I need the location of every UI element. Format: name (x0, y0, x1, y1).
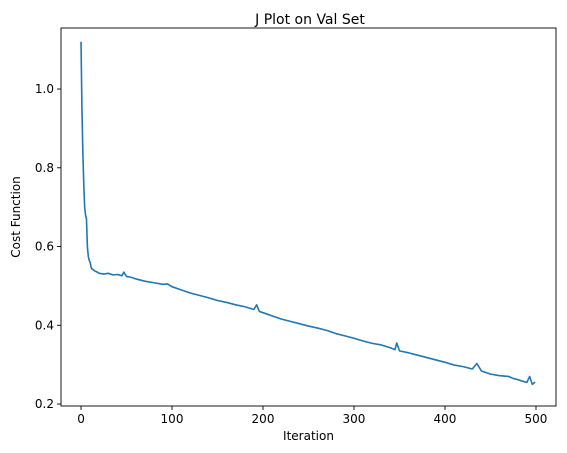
y-tick-label: 0.2 (35, 397, 54, 411)
x-tick-label: 0 (77, 412, 85, 426)
y-tick-label: 0.6 (35, 240, 54, 254)
x-tick-label: 100 (161, 412, 184, 426)
plot-frame (60, 27, 557, 407)
y-tick-label: 0.4 (35, 318, 54, 332)
x-tick-label: 200 (252, 412, 275, 426)
plot-area (61, 28, 556, 406)
x-tick-label: 400 (434, 412, 457, 426)
y-tick-label: 0.8 (35, 161, 54, 175)
x-tick-label: 500 (525, 412, 548, 426)
y-axis-label: Cost Function (9, 176, 23, 258)
x-axis-label: Iteration (283, 429, 334, 443)
y-axis-ticks: 0.2 0.4 0.6 0.8 1.0 (35, 82, 61, 411)
y-tick-label: 1.0 (35, 82, 54, 96)
x-tick-label: 300 (343, 412, 366, 426)
cost-function-line (80, 41, 536, 386)
chart-title: J Plot on Val Set (254, 12, 365, 28)
x-axis-ticks: 0 100 200 300 400 500 (77, 406, 547, 426)
